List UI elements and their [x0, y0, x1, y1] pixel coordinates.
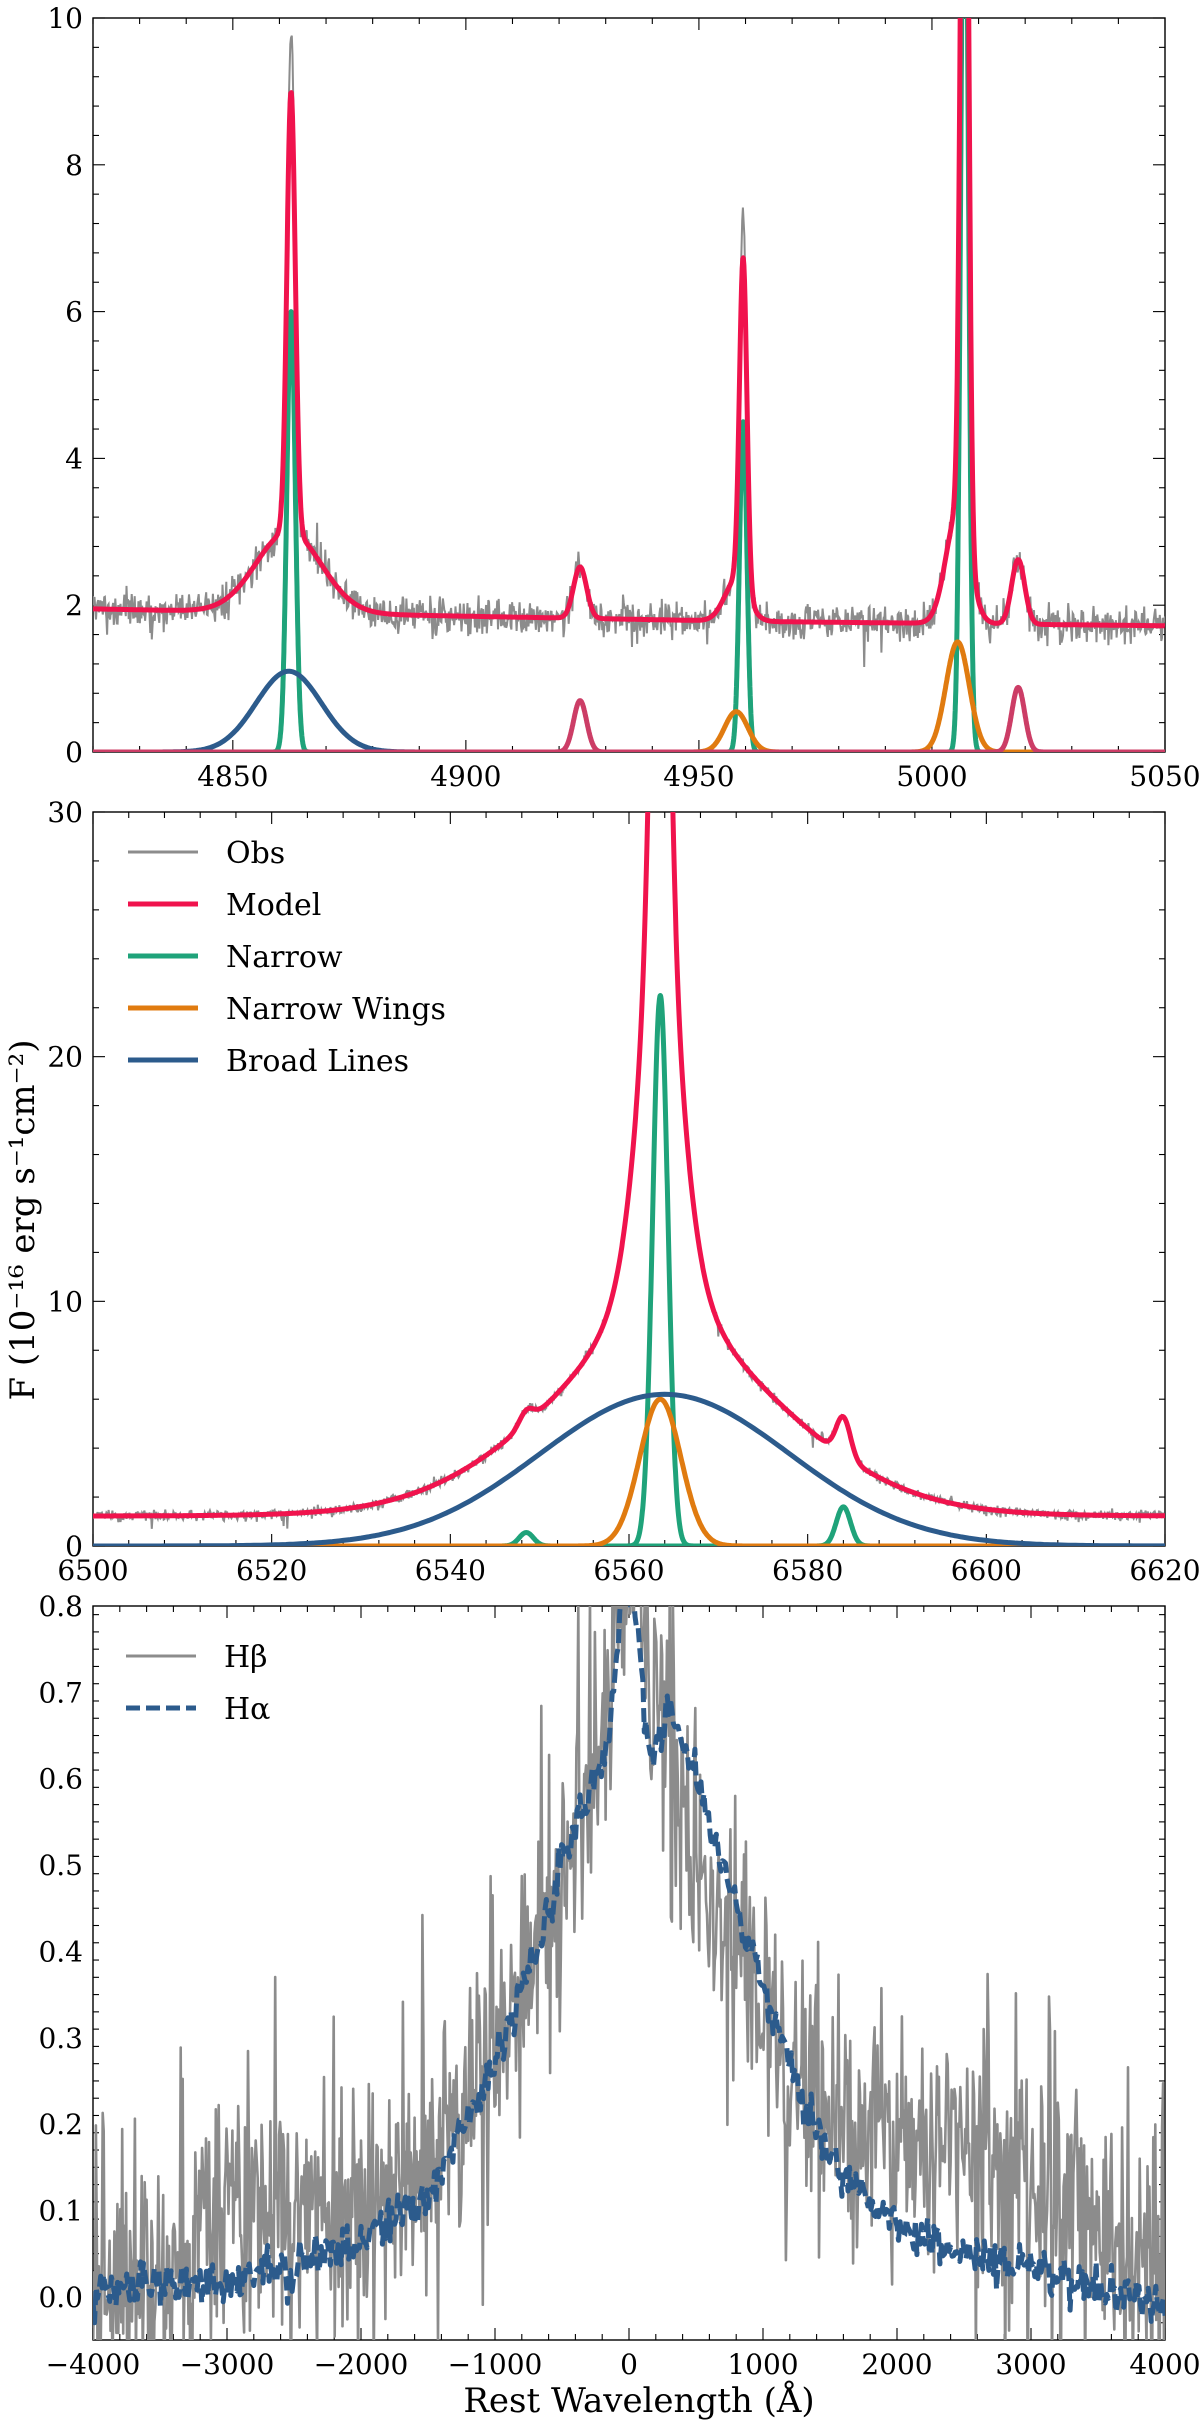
component-broad	[93, 668, 1165, 752]
y-tick-label: 0.6	[38, 1763, 83, 1796]
y-tick-label: 4	[65, 442, 83, 475]
x-tick-label: 4900	[430, 760, 501, 793]
ticks	[92, 17, 1166, 753]
x-tick-label: 3000	[995, 2348, 1066, 2381]
y-axis-label: F (10⁻¹⁶ erg s⁻¹cm⁻²)	[3, 1039, 43, 1400]
x-tick-label: −2000	[314, 2348, 409, 2381]
x-tick-label: 4000	[1129, 2348, 1200, 2381]
model-fit	[93, 18, 1165, 629]
x-tick-label: 4950	[663, 760, 734, 793]
component-narrow-wings	[93, 709, 1165, 752]
x-tick-label: 1000	[727, 2348, 798, 2381]
x-tick-label: 2000	[861, 2348, 932, 2381]
y-tick-label: 30	[47, 796, 83, 829]
component-narrow	[93, 309, 1165, 752]
x-tick-label: 6560	[593, 1554, 664, 1587]
panel-velocity-profiles: −4000 −3000 −2000 −1000 0 1000 2000 3000 4000 0.0…	[38, 1590, 1200, 2381]
y-tick-label: 20	[47, 1041, 83, 1074]
component-narrow	[93, 1504, 1165, 1546]
legend-label: Hα	[224, 1692, 270, 1727]
x-tick-label: 6520	[236, 1554, 307, 1587]
x-tick-label: 5000	[896, 760, 967, 793]
y-tick-label: 10	[47, 2, 83, 35]
x-tick-label: 6540	[415, 1554, 486, 1587]
x-axis-label: Rest Wavelength (Å)	[463, 2380, 814, 2421]
y-tick-label: 0	[65, 1530, 83, 1563]
hbeta-profile	[93, 1606, 1165, 2340]
x-tick-label: −1000	[448, 2348, 543, 2381]
x-tick-label: −4000	[46, 2348, 141, 2381]
model-fit	[93, 812, 1165, 1519]
x-tick-label: 6580	[772, 1554, 843, 1587]
y-tick-label: 0.8	[38, 1590, 83, 1623]
y-tick-label: 0.7	[38, 1676, 83, 1709]
panel-hbeta-oiii: 4850 4900 4950 5000 5050 0 2 4 6 8 10	[47, 2, 1200, 793]
legend-label: Narrow	[226, 940, 343, 975]
component-narrow-wings	[93, 639, 1165, 752]
ticks	[92, 1606, 1166, 2341]
component-narrow	[93, 18, 1165, 752]
component-broad	[93, 1391, 1165, 1546]
y-tick-label: 6	[65, 296, 83, 329]
y-tick-label: 0.2	[38, 2108, 83, 2141]
obs-spectrum	[93, 18, 1165, 668]
component-extra	[93, 698, 1165, 752]
legend-label: Narrow Wings	[226, 992, 446, 1027]
legend: Obs Model Narrow Narrow Wings Broad Lines	[128, 836, 446, 1079]
legend-label: Broad Lines	[226, 1044, 409, 1079]
legend-label: Hβ	[224, 1640, 268, 1675]
component-narrow	[93, 1530, 1165, 1546]
y-tick-label: 0.0	[38, 2281, 83, 2314]
y-tick-label: 8	[65, 149, 83, 182]
plot-area	[93, 18, 1165, 752]
plot-area	[93, 812, 1165, 1546]
x-tick-label: −3000	[180, 2348, 275, 2381]
x-tick-label: 6500	[57, 1554, 128, 1587]
component-narrow-wings	[93, 1396, 1165, 1546]
y-tick-label: 2	[65, 589, 83, 622]
y-tick-label: 0	[65, 736, 83, 769]
axes-frame	[92, 17, 1166, 753]
x-tick-label: 4850	[197, 760, 268, 793]
plot-area	[93, 1606, 1165, 2340]
panel-halpha-nii: 6500 6520 6540 6560 6580 6600 6620 0 10 20 30 Obs Mo…	[47, 796, 1200, 1587]
legend-label: Model	[226, 888, 321, 923]
y-tick-label: 0.5	[38, 1849, 83, 1882]
legend: Hβ Hα	[126, 1640, 270, 1727]
component-extra	[93, 684, 1165, 752]
x-tick-label: 6600	[951, 1554, 1022, 1587]
halpha-profile	[93, 1606, 1165, 2326]
x-tick-label: 0	[620, 2348, 638, 2381]
y-tick-label: 0.4	[38, 1935, 83, 1968]
x-tick-label: 6620	[1129, 1554, 1200, 1587]
x-tick-label: 5050	[1129, 760, 1200, 793]
y-tick-label: 0.3	[38, 2022, 83, 2055]
y-tick-label: 0.1	[38, 2194, 83, 2227]
y-tick-label: 10	[47, 1285, 83, 1318]
legend-label: Obs	[226, 836, 285, 871]
